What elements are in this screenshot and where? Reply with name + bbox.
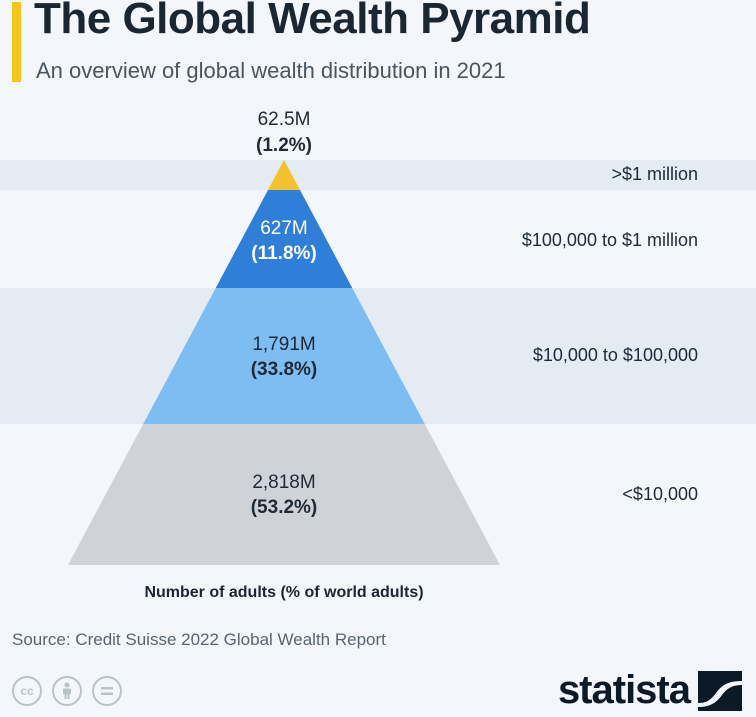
tier-percent-label: (53.2%)	[251, 497, 318, 518]
tier-category-label: >$1 million	[611, 164, 698, 184]
tier-value-label: 627M	[260, 218, 308, 239]
statista-wave-icon	[698, 670, 742, 711]
tier-percent-label: (1.2%)	[256, 135, 312, 156]
tier-category-label: $10,000 to $100,000	[533, 345, 698, 365]
tier-category-label: $100,000 to $1 million	[522, 230, 698, 250]
pyramid-tier	[268, 160, 300, 190]
source-note: Source: Credit Suisse 2022 Global Wealth…	[12, 630, 386, 649]
pyramid-tier	[143, 288, 425, 424]
pyramid-chart: 62.5M (1.2%) 627M (11.8%) 1,791M (33.8%) 2,818…	[0, 109, 756, 601]
title-accent-bar	[12, 2, 21, 82]
page-subtitle: An overview of global wealth distributio…	[36, 58, 506, 83]
cc-icon[interactable]: cc	[12, 676, 42, 706]
tier-value-label: 62.5M	[258, 109, 311, 130]
pyramid-tier	[68, 424, 500, 565]
page-title: The Global Wealth Pyramid	[34, 0, 591, 43]
tier-percent-label: (11.8%)	[251, 243, 316, 264]
person-icon[interactable]	[52, 676, 82, 706]
pyramid-tier	[215, 190, 353, 288]
tier-value-label: 1,791M	[252, 334, 315, 355]
license-icons: cc	[12, 676, 122, 706]
statista-logo[interactable]: statista	[558, 668, 742, 713]
tier-category-label: <$10,000	[622, 484, 698, 504]
x-axis-label: Number of adults (% of world adults)	[144, 584, 423, 601]
tier-percent-label: (33.8%)	[251, 359, 318, 380]
logo-text: statista	[557, 668, 691, 712]
equals-icon[interactable]	[92, 676, 122, 706]
tier-value-label: 2,818M	[252, 472, 315, 493]
row-band	[0, 160, 756, 190]
